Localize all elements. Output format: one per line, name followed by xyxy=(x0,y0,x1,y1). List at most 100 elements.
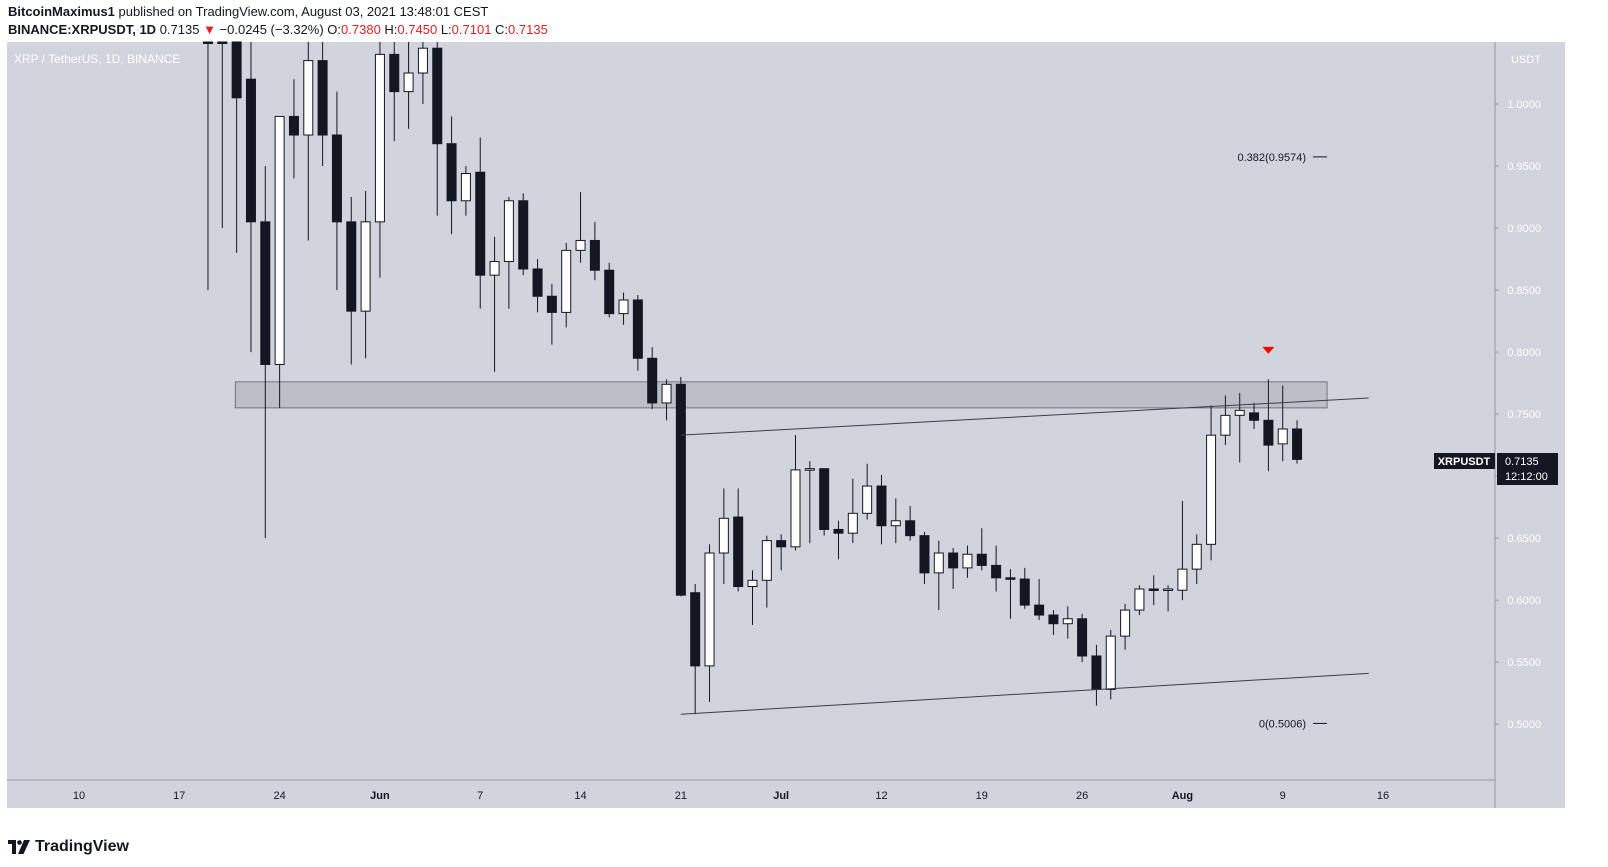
candle-body-up xyxy=(360,221,371,312)
fib-level[interactable]: 0(0.5006) xyxy=(1259,718,1327,730)
candle[interactable] xyxy=(1048,610,1059,635)
candle-body-down xyxy=(948,552,959,569)
pane-label: XRP / TetherUS, 1D, BINANCE xyxy=(14,52,180,66)
candle[interactable] xyxy=(919,531,930,585)
candle[interactable] xyxy=(446,116,457,235)
resistance-zone[interactable] xyxy=(234,381,1328,409)
candle[interactable] xyxy=(747,570,758,625)
month-tick-label: Jun xyxy=(370,790,390,802)
candle[interactable] xyxy=(761,535,772,608)
candle[interactable] xyxy=(718,488,729,585)
candle[interactable] xyxy=(661,379,672,421)
candle[interactable] xyxy=(604,262,615,318)
candle[interactable] xyxy=(589,221,600,281)
candle[interactable] xyxy=(991,545,1002,592)
candle[interactable] xyxy=(976,528,987,571)
candle-body-up xyxy=(503,200,514,263)
tradingview-logo[interactable]: TradingView xyxy=(8,838,129,856)
candle[interactable] xyxy=(819,468,830,536)
candle[interactable] xyxy=(632,295,643,371)
candle[interactable] xyxy=(202,41,213,291)
candle[interactable] xyxy=(1263,379,1274,472)
candle[interactable] xyxy=(489,236,500,372)
candle-body-down xyxy=(432,47,443,145)
upper-trendline[interactable] xyxy=(680,397,1369,436)
candle[interactable] xyxy=(790,435,801,551)
candle[interactable] xyxy=(1206,405,1217,561)
candle[interactable] xyxy=(518,193,529,276)
candle[interactable] xyxy=(217,41,228,229)
candle[interactable] xyxy=(647,347,658,410)
candle[interactable] xyxy=(704,544,715,702)
candle-body-down xyxy=(331,134,342,223)
candle[interactable] xyxy=(360,190,371,359)
candle-body-down xyxy=(675,383,686,596)
candle[interactable] xyxy=(690,584,701,715)
candle[interactable] xyxy=(833,520,844,560)
candle[interactable] xyxy=(403,42,414,129)
candle[interactable] xyxy=(1177,500,1188,601)
candle[interactable] xyxy=(575,192,586,263)
candle[interactable] xyxy=(948,548,959,589)
candle[interactable] xyxy=(618,292,629,325)
candle-body-up xyxy=(374,53,385,223)
candle[interactable] xyxy=(374,42,385,278)
candle[interactable] xyxy=(546,283,557,345)
candle[interactable] xyxy=(1148,575,1159,606)
candle[interactable] xyxy=(1105,629,1116,700)
candle[interactable] xyxy=(1019,567,1030,609)
candle[interactable] xyxy=(776,534,787,571)
candle[interactable] xyxy=(1220,395,1231,446)
candle[interactable] xyxy=(1077,613,1088,663)
candle[interactable] xyxy=(432,42,443,216)
time-axis[interactable] xyxy=(7,780,1495,808)
candle[interactable] xyxy=(303,42,314,241)
candle[interactable] xyxy=(1292,420,1303,464)
candle[interactable] xyxy=(389,42,400,142)
candle[interactable] xyxy=(862,463,873,520)
candle[interactable] xyxy=(1134,585,1145,616)
candle[interactable] xyxy=(890,498,901,544)
candle[interactable] xyxy=(933,540,944,611)
candle[interactable] xyxy=(962,545,973,578)
lower-trendline[interactable] xyxy=(680,672,1369,715)
author-name[interactable]: BitcoinMaximus1 xyxy=(8,4,115,19)
candle[interactable] xyxy=(503,197,514,309)
candle[interactable] xyxy=(475,137,486,309)
candle[interactable] xyxy=(274,115,285,408)
candle[interactable] xyxy=(847,478,858,544)
candle[interactable] xyxy=(288,79,299,179)
candle[interactable] xyxy=(1120,603,1131,650)
candle[interactable] xyxy=(331,91,342,291)
candle[interactable] xyxy=(561,242,572,328)
candle[interactable] xyxy=(675,376,686,597)
candle[interactable] xyxy=(417,42,428,105)
candle-body-up xyxy=(890,520,901,527)
candle[interactable] xyxy=(733,488,744,592)
candle[interactable] xyxy=(1277,385,1288,462)
price-axis[interactable] xyxy=(1495,42,1565,808)
candle[interactable] xyxy=(260,166,271,539)
candle[interactable] xyxy=(876,474,887,545)
candle[interactable] xyxy=(804,461,815,544)
candle[interactable] xyxy=(460,166,471,216)
fib-level[interactable]: 0.382(0.9574) xyxy=(1238,152,1328,164)
candle[interactable] xyxy=(317,42,328,167)
candle[interactable] xyxy=(245,42,256,353)
candle[interactable] xyxy=(1163,585,1174,612)
candle[interactable] xyxy=(905,505,916,541)
date-tick-label: 24 xyxy=(273,790,285,802)
candle[interactable] xyxy=(1191,534,1202,585)
candle[interactable] xyxy=(1062,606,1073,639)
candle[interactable] xyxy=(1249,402,1260,429)
candle-body-up xyxy=(761,540,772,581)
candle[interactable] xyxy=(1034,579,1045,620)
candle[interactable] xyxy=(1005,569,1016,619)
ohlc-high: 0.7450 xyxy=(397,22,438,37)
candle[interactable] xyxy=(346,197,357,365)
candle-body-down xyxy=(245,78,256,223)
candle[interactable] xyxy=(231,41,242,253)
price-tick-label: 0.7500 xyxy=(1507,409,1541,421)
candle[interactable] xyxy=(532,259,543,313)
